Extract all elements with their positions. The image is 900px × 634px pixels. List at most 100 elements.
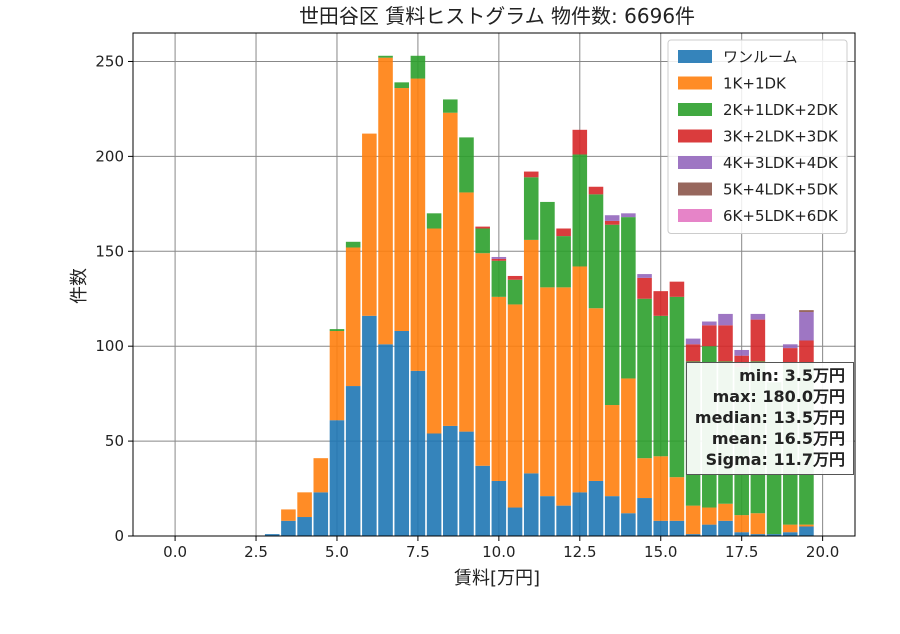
stat-max: max: 180.0万円: [712, 387, 845, 406]
legend-label: 1K+1DK: [723, 75, 787, 93]
bar-segment: [588, 194, 604, 309]
bar-segment: [475, 253, 490, 466]
bar-segment: [669, 520, 685, 536]
bar-segment: [329, 420, 345, 536]
x-tick-label: 0.0: [163, 543, 187, 561]
bar-segment: [621, 378, 636, 514]
bar-segment: [669, 281, 685, 297]
axes: 0.0 2.5 5.0 7.5 10.0 12.5 15.0 17.5 20.0 0 50 100 15…: [95, 32, 856, 561]
bar-segment: [750, 534, 766, 536]
bar-segment: [426, 213, 442, 229]
bar-segment: [378, 344, 393, 536]
bar-segment: [702, 321, 717, 326]
bar-segment: [345, 386, 361, 536]
bar-segment: [588, 186, 604, 195]
bar-segment: [443, 112, 458, 426]
bar-segment: [313, 492, 329, 536]
legend: ワンルーム 1K+1DK 2K+1LDK+2DK 3K+2LDK+3DK 4K+3LDK…: [667, 39, 848, 234]
x-tick-label: 10.0: [482, 543, 515, 561]
bar-segment: [507, 507, 523, 536]
bar-segment: [750, 319, 766, 362]
bar-segment: [637, 498, 652, 536]
legend-swatch: [678, 103, 712, 116]
bar-segment: [685, 534, 701, 536]
bar-segment: [491, 260, 507, 297]
bar-segment: [281, 520, 296, 536]
bar-segment: [702, 507, 717, 525]
bar-segment: [491, 480, 507, 536]
legend-swatch: [678, 209, 712, 222]
bar-segment: [637, 298, 652, 459]
bar-segment: [637, 274, 652, 278]
bar-segment: [604, 220, 620, 225]
bar-segment: [653, 456, 669, 521]
bar-segment: [362, 133, 377, 316]
bar-segment: [637, 458, 652, 499]
legend-swatch: [678, 156, 712, 169]
stat-min: min: 3.5万円: [739, 366, 845, 385]
bar-segment: [475, 465, 490, 536]
bar-segment: [329, 331, 345, 421]
stat-sigma: Sigma: 11.7万円: [705, 450, 845, 469]
legend-box: [667, 39, 848, 234]
bar-segment: [345, 247, 361, 387]
bar-segment: [378, 57, 393, 345]
bar-segment: [734, 349, 749, 356]
bar-segment: [410, 370, 426, 536]
bar-segment: [345, 241, 361, 248]
bar-segment: [782, 532, 798, 536]
bar-segment: [410, 55, 426, 79]
legend-swatch: [678, 50, 712, 63]
bar-segment: [637, 277, 652, 299]
bar-segment: [604, 215, 620, 221]
bar-segment: [799, 310, 814, 313]
bar-segment: [426, 228, 442, 434]
bar-segment: [621, 513, 636, 536]
bar-segment: [507, 275, 523, 280]
bar-segment: [556, 228, 571, 237]
bar-segment: [394, 88, 410, 332]
bar-segment: [329, 329, 345, 332]
bar-segment: [297, 492, 312, 518]
bar-segment: [653, 291, 669, 316]
legend-swatch: [678, 182, 712, 196]
bar-segment: [782, 348, 798, 364]
bar-segment: [604, 405, 620, 497]
bar-segment: [378, 55, 393, 58]
bar-segment: [799, 340, 814, 364]
bar-segment: [540, 201, 555, 288]
legend-label: 6K+5LDK+6DK: [723, 207, 839, 225]
y-axis-label: 件数: [69, 268, 90, 304]
x-axis-label: 賃料[万円]: [454, 568, 540, 589]
stat-mean: mean: 16.5万円: [711, 429, 845, 448]
bar-segment: [540, 287, 555, 497]
legend-label: 2K+1LDK+2DK: [723, 101, 839, 119]
plot-frame: [132, 32, 856, 537]
bar-segment: [604, 224, 620, 406]
bar-segment: [669, 296, 685, 478]
bar-segment: [362, 315, 377, 536]
bar-segment: [572, 154, 588, 267]
y-tick-label: 0: [114, 527, 124, 545]
legend-swatch: [678, 129, 712, 143]
bar-segment: [653, 520, 669, 536]
bar-segment: [523, 171, 539, 178]
bar-segment: [766, 534, 782, 536]
bar-segment: [734, 355, 749, 368]
bar-segment: [782, 344, 798, 349]
bar-segment: [556, 287, 571, 506]
bar-segment: [297, 517, 312, 536]
bar-segment: [685, 344, 701, 362]
bar-segment: [588, 480, 604, 536]
bar-segment: [475, 228, 490, 254]
x-tick-label: 2.5: [244, 543, 268, 561]
x-tick-label: 5.0: [325, 543, 349, 561]
bar-segment: [491, 296, 507, 481]
bar-segment: [556, 236, 571, 288]
bar-segment: [669, 477, 685, 521]
legend-label: ワンルーム: [723, 48, 798, 66]
bar-segment: [621, 217, 636, 379]
bar-segment: [523, 473, 539, 536]
bar-segment: [443, 425, 458, 536]
